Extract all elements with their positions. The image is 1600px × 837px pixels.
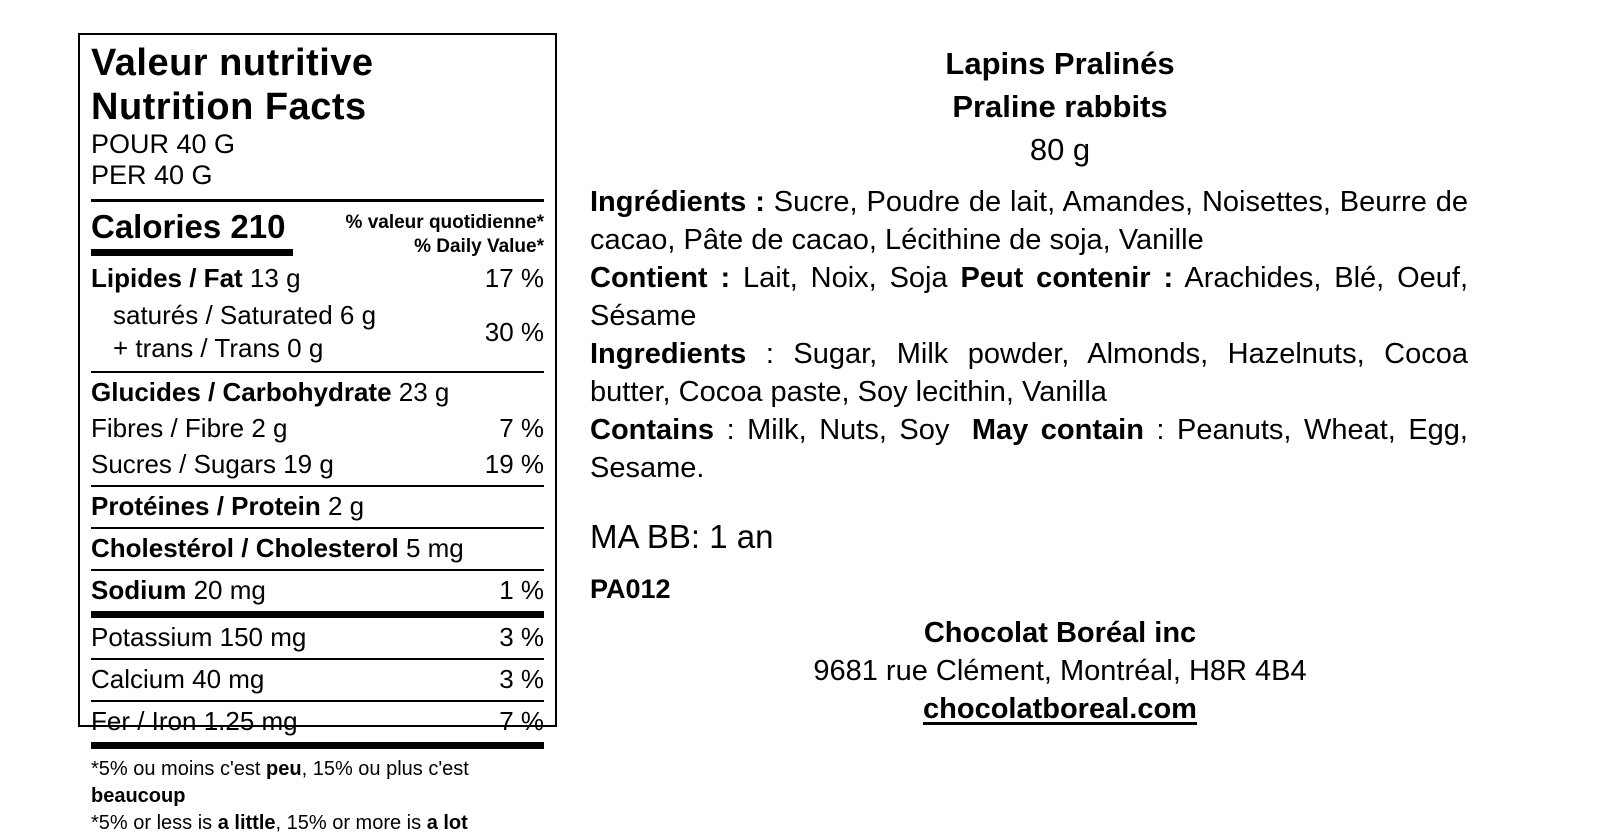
ingredients-block: Ingrédients : Sucre, Poudre de lait, Ama… [590, 183, 1468, 487]
footnote-fr-bold1: peu [266, 758, 302, 780]
nutrient-name-protein: Protéines / Protein 2 g [91, 491, 364, 522]
calories-row: Calories 210 % valeur quotidienne* % Dai… [91, 202, 544, 259]
daily-value-header-en: % Daily Value* [414, 236, 544, 257]
ingredients-en: Ingredients : Sugar, Milk powder, Almond… [590, 335, 1468, 411]
nutrient-row-fat: Lipides / Fat 13 g 17 % [91, 259, 544, 299]
nutrient-row-saturated-trans: saturés / Saturated 6 g + trans / Trans … [91, 299, 544, 371]
nutrition-title-fr: Valeur nutritive [91, 42, 374, 84]
footnote-fr: *5% ou moins c'est peu, 15% ou plus c'es… [91, 756, 544, 810]
fat-daily-value: 17 % [484, 263, 544, 293]
product-name-en: Praline rabbits [952, 89, 1168, 124]
cholesterol-amount: 5 mg [405, 533, 464, 563]
iron-daily-value: 7 % [499, 706, 544, 736]
saturated-line: saturés / Saturated 6 g [113, 300, 377, 330]
sodium-amount: 20 mg [193, 575, 266, 605]
footnote-en-part2: , 15% or more is [275, 812, 427, 834]
ingredients-fr-text: Sucre, Poudre de lait, Amandes, Noisette… [590, 186, 1468, 256]
iron-text: Fer / Iron 1.25 mg [91, 706, 298, 736]
product-code: PA012 [590, 574, 671, 604]
ingredients-fr: Ingrédients : Sucre, Poudre de lait, Ama… [590, 183, 1468, 259]
fat-amount: 13 g [249, 263, 301, 293]
product-title-block: Lapins Pralinés Praline rabbits 80 g [621, 42, 1499, 171]
sodium-daily-value: 1 % [499, 575, 544, 605]
company-block: Chocolat Boréal inc 9681 rue Clément, Mo… [621, 614, 1499, 728]
company-address: 9681 rue Clément, Montréal, H8R 4B4 [813, 655, 1307, 687]
footnote-en-bold2: a lot [426, 812, 468, 834]
nutrient-row-cholesterol: Cholestérol / Cholesterol 5 mg [91, 527, 544, 569]
ingredients-en-text: : Sugar, Milk powder, Almonds, Hazelnuts… [590, 338, 1468, 408]
calories-value: Calories 210 [91, 208, 294, 256]
cholesterol-label: Cholestérol / Cholesterol [91, 533, 399, 563]
nutrient-name-sodium: Sodium 20 mg [91, 575, 266, 606]
product-info: Lapins Pralinés Praline rabbits 80 g Ing… [590, 42, 1468, 728]
trans-line: + trans / Trans 0 g [113, 333, 324, 363]
potassium-daily-value: 3 % [499, 622, 544, 652]
nutrition-facts-panel: Valeur nutritive Nutrition Facts POUR 40… [78, 33, 557, 834]
carbohydrate-label: Glucides / Carbohydrate [91, 377, 392, 407]
company-name: Chocolat Boréal inc [923, 617, 1197, 649]
footnote-fr-part2: , 15% ou plus c'est [301, 758, 469, 780]
may-contain-fr-text: Arachides, Blé, Oeuf, Sésame [590, 262, 1469, 332]
nutrient-row-protein: Protéines / Protein 2 g [91, 485, 544, 527]
serving-size-fr: POUR 40 G [91, 129, 236, 159]
daily-value-header-fr: % valeur quotidienne* [345, 212, 544, 233]
ingredients-en-label: Ingredients [590, 338, 747, 370]
carbohydrate-amount: 23 g [398, 377, 450, 407]
contains-fr-label: Contient : [590, 262, 731, 294]
contains-fr-text: Lait, Noix, Soja [730, 262, 961, 294]
calories-label: Calories [91, 208, 222, 245]
product-weight: 80 g [1029, 132, 1091, 167]
footnote-en-bold1: a little [217, 812, 276, 834]
nutrient-row-fibre: Fibres / Fibre 2 g 7 % [91, 413, 544, 449]
allergens-fr: Contient : Lait, Noix, Soja Peut conteni… [590, 259, 1468, 335]
nutrient-name-cholesterol: Cholestérol / Cholesterol 5 mg [91, 533, 464, 564]
nutrient-row-calcium: Calcium 40 mg 3 % [91, 658, 544, 700]
nutrient-row-carbohydrate: Glucides / Carbohydrate 23 g [91, 371, 544, 413]
nutrient-name-carbohydrate: Glucides / Carbohydrate 23 g [91, 377, 449, 408]
ingredients-fr-label: Ingrédients : [590, 186, 765, 218]
saturated-daily-value: 30 % [484, 316, 544, 347]
footnote-fr-bold2: beaucoup [91, 785, 186, 807]
may-contain-fr-label: Peut contenir : [960, 262, 1174, 294]
footnote-fr-part1: *5% ou moins c'est [91, 758, 267, 780]
potassium-text: Potassium 150 mg [91, 622, 307, 652]
serving-size-en: PER 40 G [91, 160, 213, 190]
may-contain-en-label: May contain [971, 414, 1144, 446]
calories-amount: 210 [230, 208, 286, 245]
best-before: MA BB: 1 an [590, 518, 774, 555]
nutrient-name-fat: Lipides / Fat 13 g [91, 263, 301, 294]
contains-en-label: Contains [590, 414, 715, 446]
fibre-text: Fibres / Fibre 2 g [91, 413, 288, 443]
nutrition-header: Valeur nutritive Nutrition Facts POUR 40… [91, 41, 544, 202]
nutrient-row-sodium: Sodium 20 mg 1 % [91, 569, 544, 611]
sugars-daily-value: 19 % [484, 449, 544, 479]
fat-label: Lipides / Fat [91, 263, 243, 293]
sodium-label: Sodium [91, 575, 187, 605]
footnote: *5% ou moins c'est peu, 15% ou plus c'es… [91, 742, 544, 837]
daily-value-header: % valeur quotidienne* % Daily Value* [346, 209, 544, 259]
contains-en-text: : Milk, Nuts, Soy [714, 414, 962, 446]
footnote-en-part1: *5% or less is [91, 812, 218, 834]
calcium-daily-value: 3 % [499, 664, 544, 694]
calcium-text: Calcium 40 mg [91, 664, 265, 694]
fibre-daily-value: 7 % [499, 413, 544, 443]
nutrition-title-en: Nutrition Facts [91, 86, 367, 128]
nutrient-row-potassium: Potassium 150 mg 3 % [91, 611, 544, 658]
sugars-text: Sucres / Sugars 19 g [91, 449, 334, 479]
footnote-en: *5% or less is a little, 15% or more is … [91, 810, 544, 837]
company-website: chocolatboreal.com [923, 693, 1197, 725]
saturated-trans-lines: saturés / Saturated 6 g + trans / Trans … [91, 299, 376, 365]
nutrient-row-sugars: Sucres / Sugars 19 g 19 % [91, 449, 544, 485]
nutrient-row-iron: Fer / Iron 1.25 mg 7 % [91, 700, 544, 742]
protein-label: Protéines / Protein [91, 491, 321, 521]
protein-amount: 2 g [327, 491, 365, 521]
may-contain-en-text: : Peanuts, Wheat, Egg, Sesame. [590, 414, 1468, 484]
product-name-fr: Lapins Pralinés [945, 46, 1175, 81]
allergens-en: Contains : Milk, Nuts, Soy May contain :… [590, 411, 1468, 487]
